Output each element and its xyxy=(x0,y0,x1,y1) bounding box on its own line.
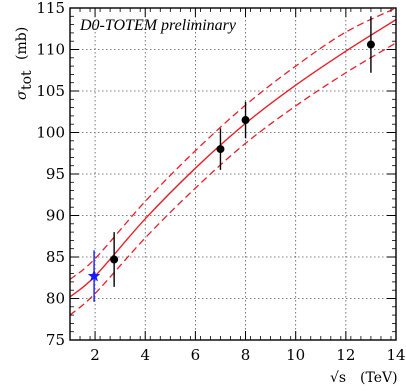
data-point xyxy=(216,145,225,154)
y-tick-label: 85 xyxy=(46,248,65,266)
x-tick-label: 4 xyxy=(140,346,150,364)
fit-band xyxy=(69,7,397,316)
y-tick-label: 95 xyxy=(46,165,65,183)
data-point xyxy=(241,116,250,125)
y-tick-label: 100 xyxy=(36,124,65,142)
y-axis-title: σ tot (mb) xyxy=(14,27,35,100)
x-axis-title: √s (TeV) xyxy=(330,370,398,386)
x-tick-label: 8 xyxy=(241,346,251,364)
data-point-star xyxy=(87,269,101,282)
fit-upper-bound xyxy=(69,7,397,280)
y-tick-label: 115 xyxy=(36,0,65,17)
fit-central-curve xyxy=(69,19,397,298)
y-axis-unit: (mb) xyxy=(14,27,30,60)
x-tick-label: 2 xyxy=(90,346,100,364)
y-tick-label: 110 xyxy=(36,41,65,59)
y-axis-subscript: tot xyxy=(19,70,35,90)
plot-area xyxy=(70,8,396,340)
y-axis-sigma: σ xyxy=(14,90,30,100)
x-axis-unit: (TeV) xyxy=(360,370,398,386)
y-tick-label: 90 xyxy=(46,207,65,225)
annotation-label: D0-TOTEM preliminary xyxy=(79,17,237,34)
x-tick-label: 12 xyxy=(336,346,355,364)
y-tick-label: 80 xyxy=(46,290,65,308)
y-tick-label: 75 xyxy=(46,331,65,349)
data-point xyxy=(366,40,375,49)
data-points xyxy=(87,16,375,302)
x-tick-label: 6 xyxy=(191,346,201,364)
y-tick-label: 105 xyxy=(36,82,65,100)
grid xyxy=(70,8,396,340)
x-axis-sqrt-s: √s xyxy=(330,370,346,386)
plot-frame xyxy=(69,7,397,341)
x-tick-label: 10 xyxy=(286,346,305,364)
data-point xyxy=(110,255,119,264)
x-tick-label: 14 xyxy=(386,346,405,364)
